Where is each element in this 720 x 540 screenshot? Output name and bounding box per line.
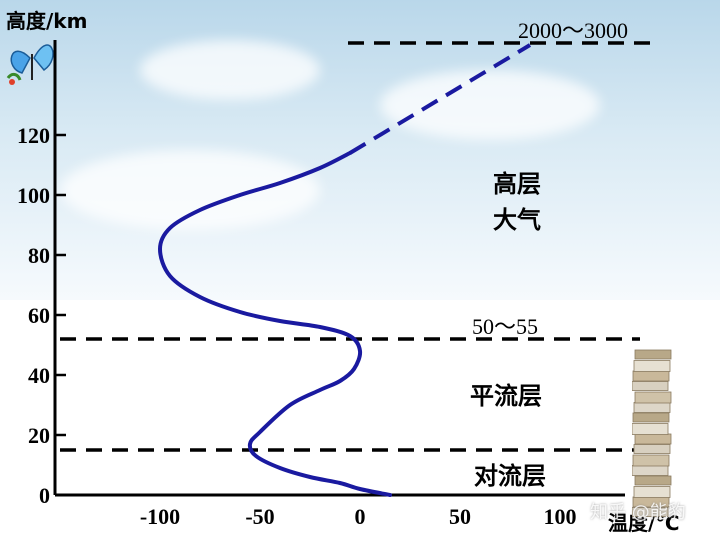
book-shape <box>632 454 670 467</box>
book-shape <box>632 507 669 517</box>
x-tick-label: -50 <box>245 504 274 529</box>
upper-atmosphere-label-1: 高层 <box>493 170 541 198</box>
cloud-shape <box>380 70 600 140</box>
x-tick-label: 100 <box>544 504 577 529</box>
y-tick-label: 100 <box>17 183 50 208</box>
temperature-extension-dashed <box>348 43 532 155</box>
book-shape <box>634 349 672 360</box>
boundary-lines <box>60 41 650 452</box>
tick-labels: 0 20 40 60 80 100 120 -100 -50 0 50 100 <box>17 123 577 529</box>
stratopause-label: 50～55 <box>472 314 538 339</box>
y-tick-label: 0 <box>39 483 50 508</box>
watermark: 知乎 @能豹 <box>590 502 686 523</box>
axes <box>53 40 625 497</box>
book-shape <box>633 360 671 372</box>
temperature-series-line <box>157 151 392 497</box>
upper-atmosphere-label-2: 大气 <box>493 206 541 234</box>
cloud-shape <box>140 40 320 100</box>
book-shape <box>632 465 669 476</box>
y-tick-label: 20 <box>28 423 50 448</box>
book-shape <box>633 402 671 413</box>
x-tick-label: -100 <box>140 504 180 529</box>
book-shape <box>634 391 672 404</box>
y-tick-label: 80 <box>28 243 50 268</box>
temperature-curve <box>157 43 532 497</box>
x-tick-label: 0 <box>355 504 366 529</box>
x-tick-label: 50 <box>449 504 471 529</box>
top-boundary-label: 2000～3000 <box>518 18 628 43</box>
butterfly-decoration <box>6 44 54 85</box>
book-stack-decoration <box>632 349 672 517</box>
book-shape <box>632 423 669 435</box>
book-shape <box>634 475 672 486</box>
y-tick-label: 60 <box>28 303 50 328</box>
troposphere-label: 对流层 <box>474 462 546 490</box>
y-axis-title: 高度/km <box>6 9 87 33</box>
book-shape <box>632 381 669 391</box>
book-shape <box>633 486 671 498</box>
y-tick-label: 40 <box>28 363 50 388</box>
stratosphere-label: 平流层 <box>470 382 542 410</box>
book-shape <box>633 444 671 454</box>
y-tick-label: 120 <box>17 123 50 148</box>
sky-gradient <box>0 0 720 300</box>
book-shape <box>632 412 670 423</box>
book-shape <box>634 433 672 445</box>
book-shape <box>632 370 670 382</box>
